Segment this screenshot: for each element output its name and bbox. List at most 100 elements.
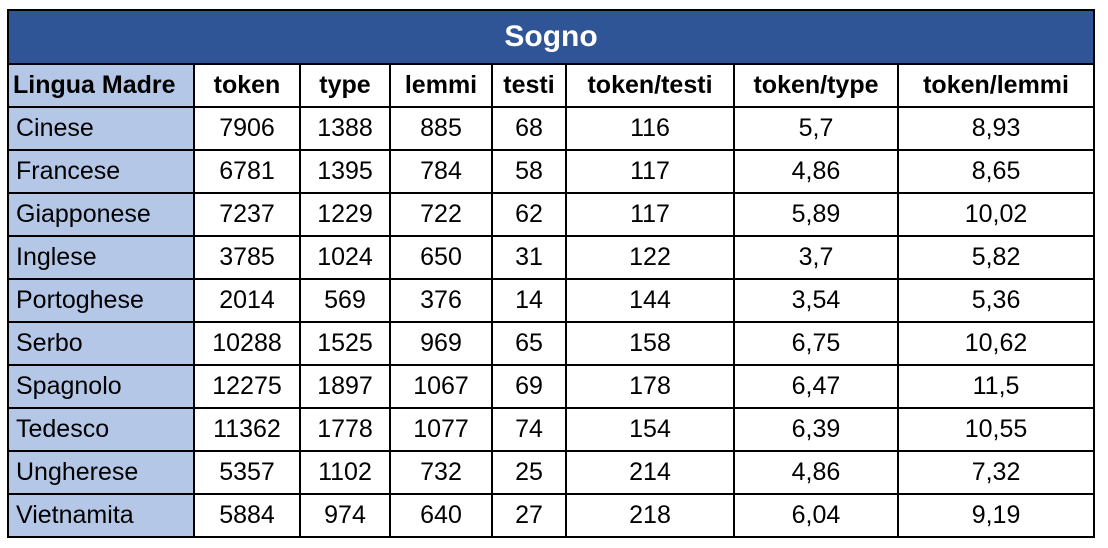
cell-token-lemmi: 8,65 (896, 149, 1096, 194)
cell-type: 1388 (299, 106, 391, 151)
cell-lingua-madre: Giapponese (7, 192, 195, 237)
cell-token-testi: 178 (565, 364, 735, 409)
title-row: Sogno (6, 9, 1096, 65)
cell-token-lemmi: 5,36 (896, 278, 1096, 323)
cell-token-lemmi: 7,32 (896, 450, 1096, 495)
cell-lemmi: 969 (389, 321, 493, 366)
cell-type: 1525 (299, 321, 391, 366)
cell-token: 12275 (193, 364, 301, 409)
cell-lemmi: 784 (389, 149, 493, 194)
table-row: Inglese 3785 1024 650 31 122 3,7 5,82 (7, 235, 1096, 280)
cell-type: 1229 (299, 192, 391, 237)
cell-lemmi: 640 (389, 493, 493, 538)
header-token-testi: token/testi (565, 63, 735, 108)
header-lemmi: lemmi (389, 63, 493, 108)
cell-token: 2014 (193, 278, 301, 323)
cell-token-type: 4,86 (733, 149, 899, 194)
cell-token: 7906 (193, 106, 301, 151)
cell-token-type: 6,47 (733, 364, 899, 409)
cell-testi: 31 (491, 235, 567, 280)
cell-testi: 65 (491, 321, 567, 366)
cell-token-testi: 218 (565, 493, 735, 538)
header-testi: testi (491, 63, 567, 108)
cell-type: 1102 (299, 450, 391, 495)
cell-lemmi: 650 (389, 235, 493, 280)
cell-token-testi: 158 (565, 321, 735, 366)
data-table-container: Sogno Lingua Madre token type lemmi test… (6, 9, 1096, 539)
cell-token: 6781 (193, 149, 301, 194)
cell-testi: 69 (491, 364, 567, 409)
cell-testi: 27 (491, 493, 567, 538)
cell-token: 10288 (193, 321, 301, 366)
cell-token-lemmi: 10,55 (896, 407, 1096, 452)
cell-token-testi: 144 (565, 278, 735, 323)
cell-lemmi: 1067 (389, 364, 493, 409)
cell-token-lemmi: 9,19 (896, 493, 1096, 538)
cell-token: 5884 (193, 493, 301, 538)
sogno-table: Sogno Lingua Madre token type lemmi test… (6, 9, 1096, 538)
cell-type: 974 (299, 493, 391, 538)
cell-testi: 74 (491, 407, 567, 452)
cell-token: 5357 (193, 450, 301, 495)
cell-token-type: 5,7 (733, 106, 899, 151)
cell-token-type: 6,04 (733, 493, 899, 538)
table-row: Portoghese 2014 569 376 14 144 3,54 5,36 (7, 278, 1096, 323)
table-row: Ungherese 5357 1102 732 25 214 4,86 7,32 (7, 450, 1096, 495)
cell-lemmi: 885 (389, 106, 493, 151)
cell-testi: 58 (491, 149, 567, 194)
cell-lingua-madre: Vietnamita (7, 493, 195, 538)
cell-token-testi: 122 (565, 235, 735, 280)
cell-type: 1024 (299, 235, 391, 280)
table-row: Spagnolo 12275 1897 1067 69 178 6,47 11,5 (7, 364, 1096, 409)
header-token-type: token/type (733, 63, 899, 108)
cell-token-type: 3,7 (733, 235, 899, 280)
cell-token-type: 6,75 (733, 321, 899, 366)
cell-token-testi: 117 (565, 192, 735, 237)
cell-token-lemmi: 10,62 (896, 321, 1096, 366)
cell-token-type: 6,39 (733, 407, 899, 452)
cell-lingua-madre: Spagnolo (7, 364, 195, 409)
table-row: Tedesco 11362 1778 1077 74 154 6,39 10,55 (7, 407, 1096, 452)
cell-lingua-madre: Ungherese (7, 450, 195, 495)
header-lingua-madre: Lingua Madre (7, 63, 195, 108)
cell-lemmi: 722 (389, 192, 493, 237)
header-row: Lingua Madre token type lemmi testi toke… (7, 63, 1096, 108)
cell-testi: 14 (491, 278, 567, 323)
table-row: Cinese 7906 1388 885 68 116 5,7 8,93 (7, 106, 1096, 151)
cell-lemmi: 1077 (389, 407, 493, 452)
header-type: type (299, 63, 391, 108)
cell-token-type: 3,54 (733, 278, 899, 323)
cell-lingua-madre: Cinese (7, 106, 195, 151)
cell-token-lemmi: 8,93 (896, 106, 1096, 151)
cell-testi: 68 (491, 106, 567, 151)
cell-token-testi: 214 (565, 450, 735, 495)
cell-lingua-madre: Portoghese (7, 278, 195, 323)
table-row: Vietnamita 5884 974 640 27 218 6,04 9,19 (7, 493, 1096, 538)
cell-token-testi: 117 (565, 149, 735, 194)
cell-token-lemmi: 5,82 (896, 235, 1096, 280)
table-row: Serbo 10288 1525 969 65 158 6,75 10,62 (7, 321, 1096, 366)
cell-token-lemmi: 10,02 (896, 192, 1096, 237)
cell-token: 11362 (193, 407, 301, 452)
cell-type: 569 (299, 278, 391, 323)
cell-token: 3785 (193, 235, 301, 280)
cell-lingua-madre: Serbo (7, 321, 195, 366)
table-title: Sogno (6, 9, 1096, 65)
cell-lemmi: 732 (389, 450, 493, 495)
table-row: Giapponese 7237 1229 722 62 117 5,89 10,02 (7, 192, 1096, 237)
cell-type: 1897 (299, 364, 391, 409)
cell-type: 1395 (299, 149, 391, 194)
cell-lemmi: 376 (389, 278, 493, 323)
cell-lingua-madre: Francese (7, 149, 195, 194)
header-token: token (193, 63, 301, 108)
table-body: Cinese 7906 1388 885 68 116 5,7 8,93 Francese 678… (7, 106, 1096, 538)
cell-lingua-madre: Tedesco (7, 407, 195, 452)
cell-lingua-madre: Inglese (7, 235, 195, 280)
cell-token-lemmi: 11,5 (896, 364, 1096, 409)
header-token-lemmi: token/lemmi (896, 63, 1096, 108)
cell-token-type: 4,86 (733, 450, 899, 495)
cell-token: 7237 (193, 192, 301, 237)
table-row: Francese 6781 1395 784 58 117 4,86 8,65 (7, 149, 1096, 194)
cell-testi: 62 (491, 192, 567, 237)
cell-token-testi: 116 (565, 106, 735, 151)
